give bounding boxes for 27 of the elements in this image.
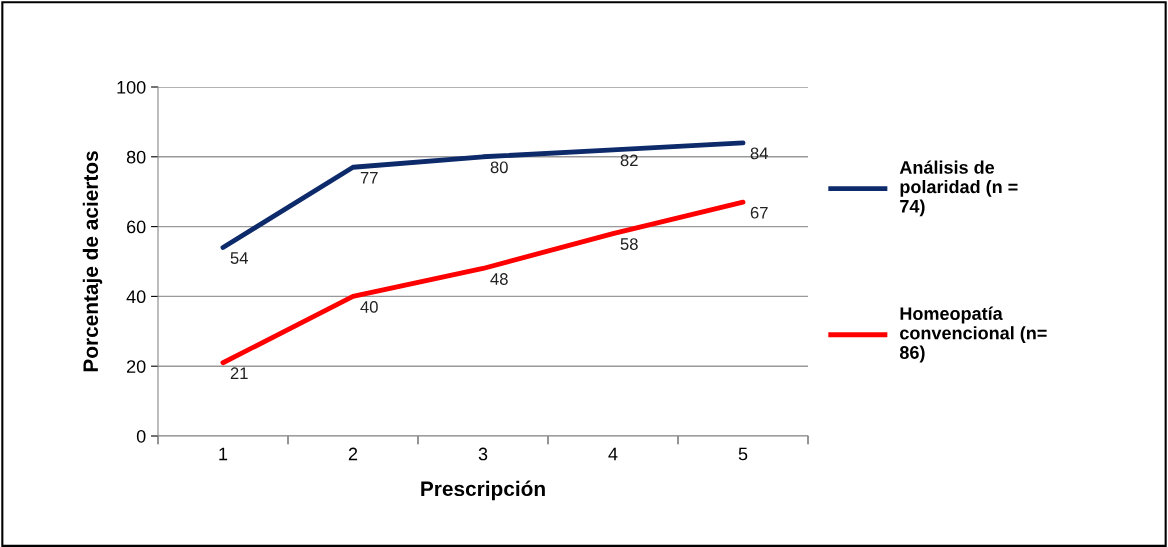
data-label: 48	[490, 273, 508, 285]
y-tick-label: 20	[127, 360, 146, 373]
line-series	[220, 199, 746, 366]
x-tick-label: 2	[348, 447, 358, 461]
data-label: 77	[360, 172, 378, 184]
x-tick-label: 1	[219, 447, 228, 461]
x-tick-label: 3	[478, 447, 488, 461]
y-tick-label: 60	[127, 220, 146, 234]
line-series	[220, 140, 746, 250]
data-label: 67	[750, 206, 768, 219]
data-label: 80	[490, 161, 508, 174]
x-tick-label: 4	[608, 447, 618, 461]
legend-label: Análisis de polaridad (n = 74)	[899, 160, 1018, 217]
data-label: 40	[360, 301, 378, 313]
data-label: 54	[230, 252, 248, 264]
y-tick-label: 0	[136, 429, 146, 443]
data-label: 84	[750, 147, 768, 160]
y-axis-title: Porcentaje de aciertos	[82, 151, 103, 372]
x-tick-label: 5	[738, 447, 748, 461]
y-tick-label: 100	[117, 80, 146, 94]
data-label: 58	[620, 238, 638, 250]
y-tick-label: 40	[126, 290, 146, 304]
x-axis-title: Prescripción	[421, 480, 545, 501]
legend-label: Homeopatía convencional (n= 86)	[899, 306, 1047, 363]
y-tick-label: 80	[126, 150, 146, 164]
data-label: 82	[620, 154, 638, 167]
data-label: 21	[230, 367, 248, 379]
